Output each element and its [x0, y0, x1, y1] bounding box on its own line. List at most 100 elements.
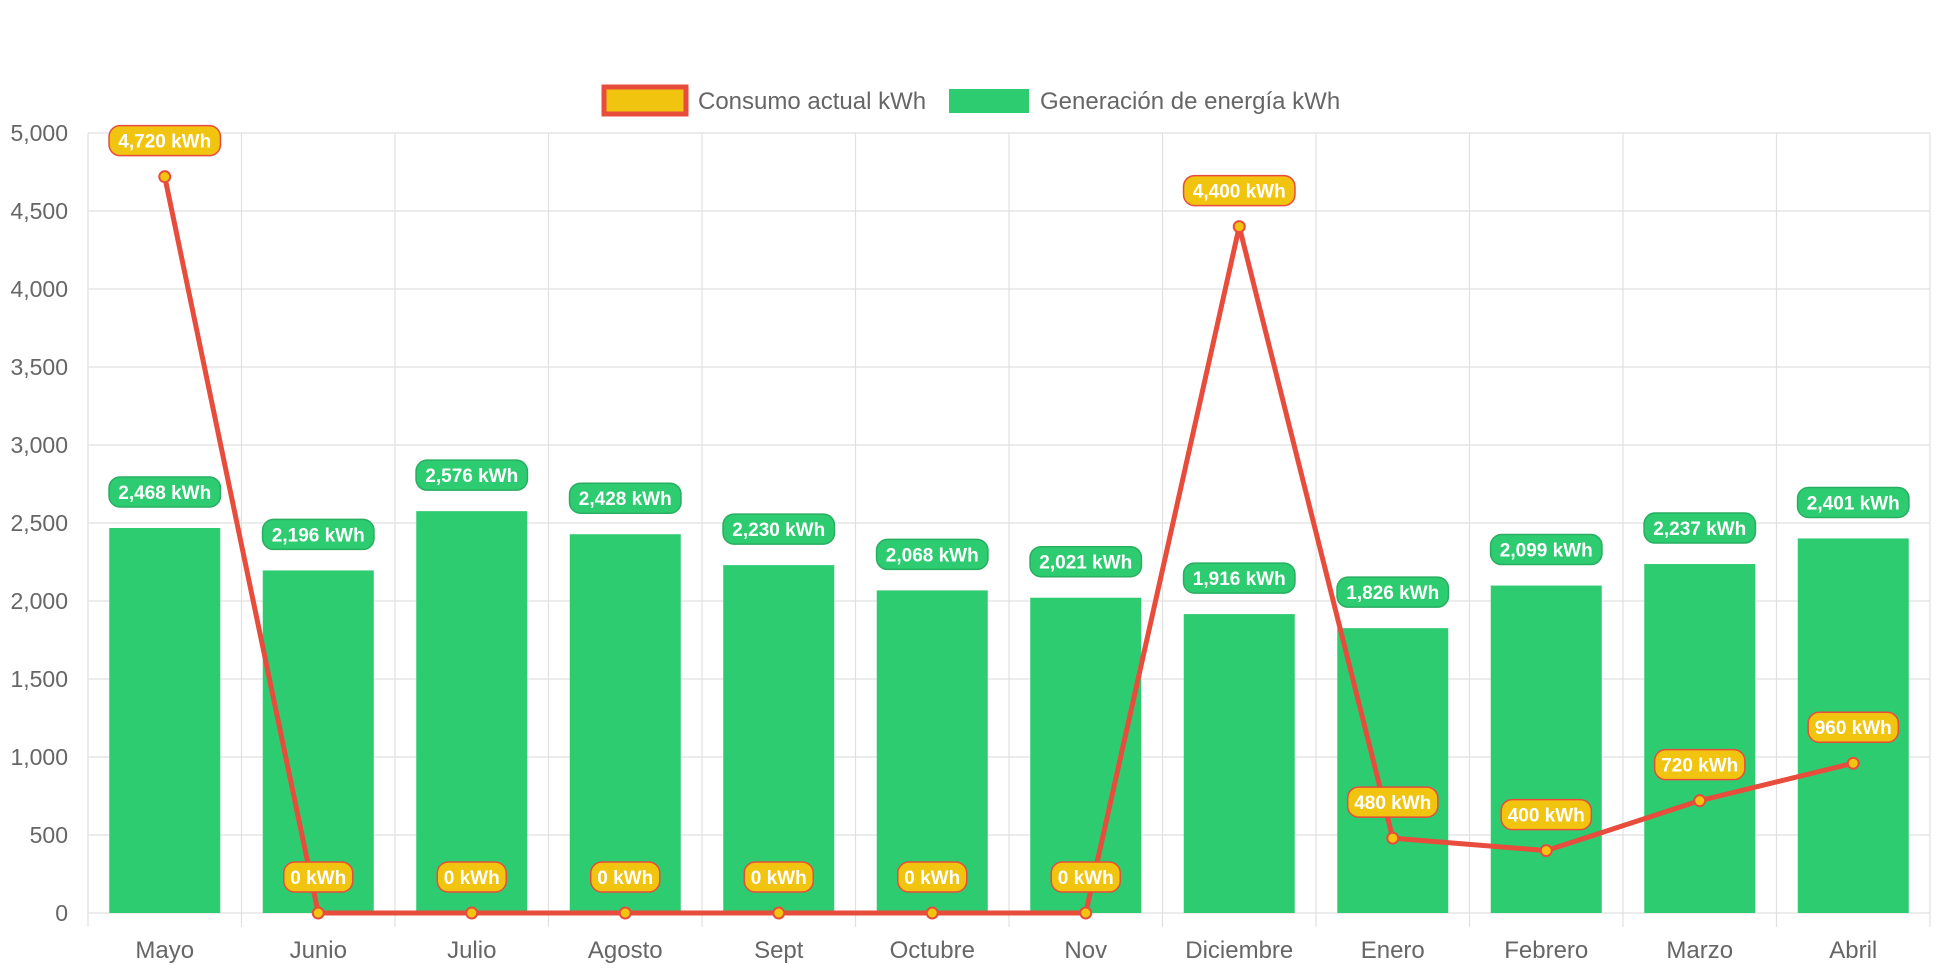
consumo-point-julio[interactable]: [465, 906, 479, 920]
bar-label-bg: [261, 518, 375, 551]
bar-octubre[interactable]: [876, 590, 988, 913]
bar-febrero[interactable]: [1490, 585, 1602, 913]
bar-label-text: 2,196 kWh: [272, 525, 365, 546]
bar-data-labels: 2,468 kWh 2,196 kWh 2,576 kWh 2,428 kWh 2,23…: [108, 459, 1910, 608]
legend-label-generacion: Generación de energía kWh: [1040, 88, 1340, 115]
consumo-label-bg: [1182, 174, 1296, 207]
y-tick-label: 4,000: [10, 276, 68, 302]
y-tick-label: 3,000: [10, 432, 68, 458]
bar-label-text: 2,237 kWh: [1653, 519, 1746, 540]
consumo-label-text: 4,400 kWh: [1193, 182, 1286, 203]
consumo-label-bg: [436, 861, 507, 893]
bar-label: 2,468 kWh: [108, 476, 222, 508]
consumo-label-bg: [108, 124, 222, 157]
consumo-label-text: 0 kWh: [444, 868, 500, 889]
consumo-label-bg: [897, 861, 968, 893]
x-tick-label: Octubre: [890, 937, 975, 964]
bar-agosto[interactable]: [569, 534, 681, 913]
x-tick-label: Febrero: [1504, 937, 1588, 964]
bar-diciembre[interactable]: [1183, 614, 1295, 913]
x-tick-label: Julio: [447, 937, 496, 964]
consumo-label: 0 kWh: [897, 861, 968, 893]
consumo-label-text: 720 kWh: [1661, 756, 1738, 777]
consumo-label: 0 kWh: [743, 861, 814, 893]
y-tick-label: 1,500: [10, 666, 68, 692]
consumo-label-text: 0 kWh: [751, 868, 807, 889]
y-tick-label: 4,500: [10, 198, 68, 224]
consumo-point-agosto[interactable]: [618, 906, 632, 920]
x-tick-label: Diciembre: [1185, 937, 1293, 964]
consumo-label-bg: [590, 861, 661, 893]
consumo-label: 480 kWh: [1346, 786, 1439, 818]
x-axis: Mayo Junio Julio Agosto Sept Octubre Nov Diciem…: [135, 937, 1877, 964]
consumo-label: 0 kWh: [1050, 861, 1121, 893]
y-tick-label: 5,000: [10, 120, 68, 146]
consumo-point-nov[interactable]: [1079, 906, 1093, 920]
consumo-point-marzo[interactable]: [1693, 794, 1707, 808]
bar-label-bg: [1796, 486, 1910, 519]
legend-item-generacion[interactable]: Generación de energía kWh: [949, 88, 1340, 115]
x-tick-label: Agosto: [588, 937, 663, 964]
legend[interactable]: Consumo actual kWh Generación de energía…: [601, 84, 1340, 117]
x-tick-label: Enero: [1361, 937, 1425, 964]
grid: [87, 132, 1931, 927]
bar-label-text: 2,099 kWh: [1500, 541, 1593, 562]
bar-label-text: 2,230 kWh: [732, 520, 825, 541]
consumo-label-text: 960 kWh: [1815, 718, 1892, 739]
bar-label-text: 2,468 kWh: [118, 483, 211, 504]
line-data-labels: 4,720 kWh 0 kWh 0 kWh 0 kWh 0 kWh 0 kWh 0 kWh 4…: [108, 124, 1900, 893]
consumo-label: 0 kWh: [436, 861, 507, 893]
consumo-label-bg: [1500, 798, 1593, 831]
bar-label-text: 2,401 kWh: [1807, 493, 1900, 514]
legend-item-consumo[interactable]: Consumo actual kWh: [601, 84, 926, 117]
bar-label-bg: [1643, 512, 1757, 544]
line-series: [158, 170, 1860, 920]
consumo-label-text: 400 kWh: [1508, 806, 1585, 827]
y-tick-label: 2,000: [10, 588, 68, 614]
consumo-point-enero[interactable]: [1386, 831, 1400, 845]
bar-julio[interactable]: [416, 511, 528, 913]
bar-label: 2,576 kWh: [415, 459, 529, 491]
bar-label-bg: [1182, 562, 1296, 594]
bar-mayo[interactable]: [109, 527, 221, 913]
x-tick-label: Sept: [754, 937, 804, 964]
bar-label-bg: [568, 482, 682, 514]
consumo-point-junio[interactable]: [311, 906, 325, 920]
consumo-label: 400 kWh: [1500, 798, 1593, 831]
bar-marzo[interactable]: [1644, 564, 1756, 913]
x-tick-label: Mayo: [135, 937, 194, 964]
bar-label-bg: [415, 459, 529, 491]
consumo-label-bg: [743, 861, 814, 893]
consumo-point-mayo[interactable]: [158, 170, 172, 184]
consumo-label-bg: [283, 861, 354, 893]
legend-swatch-generacion: [949, 89, 1029, 113]
bar-label: 2,196 kWh: [261, 518, 375, 551]
consumo-point-abril[interactable]: [1846, 756, 1860, 770]
consumo-label-bg: [1050, 861, 1121, 893]
consumo-point-sept[interactable]: [772, 906, 786, 920]
bar-sept[interactable]: [723, 565, 835, 913]
y-tick-label: 0: [55, 900, 68, 926]
consumo-label-bg: [1807, 711, 1900, 743]
consumo-label: 4,720 kWh: [108, 124, 222, 157]
y-tick-label: 500: [30, 822, 68, 848]
bar-label: 2,099 kWh: [1489, 533, 1603, 566]
consumo-point-febrero[interactable]: [1539, 844, 1553, 858]
y-axis: 0 500 1,000 1,500 2,000 2,500 3,000 3,500 4,000 4…: [10, 120, 68, 926]
consumo-label-bg: [1346, 786, 1439, 818]
bar-label-bg: [1489, 533, 1603, 566]
bar-label: 1,826 kWh: [1336, 576, 1450, 608]
bar-label: 2,401 kWh: [1796, 486, 1910, 519]
bar-label: 2,428 kWh: [568, 482, 682, 514]
y-tick-label: 1,000: [10, 744, 68, 770]
consumo-label: 0 kWh: [283, 861, 354, 893]
bar-enero[interactable]: [1337, 628, 1449, 913]
bar-label: 2,230 kWh: [722, 513, 836, 545]
x-tick-label: Nov: [1064, 937, 1107, 964]
bar-label-bg: [1029, 545, 1143, 578]
consumo-point-diciembre[interactable]: [1232, 220, 1246, 234]
y-tick-label: 2,500: [10, 510, 68, 536]
consumo-point-octubre[interactable]: [925, 906, 939, 920]
bar-label-text: 1,826 kWh: [1346, 583, 1439, 604]
